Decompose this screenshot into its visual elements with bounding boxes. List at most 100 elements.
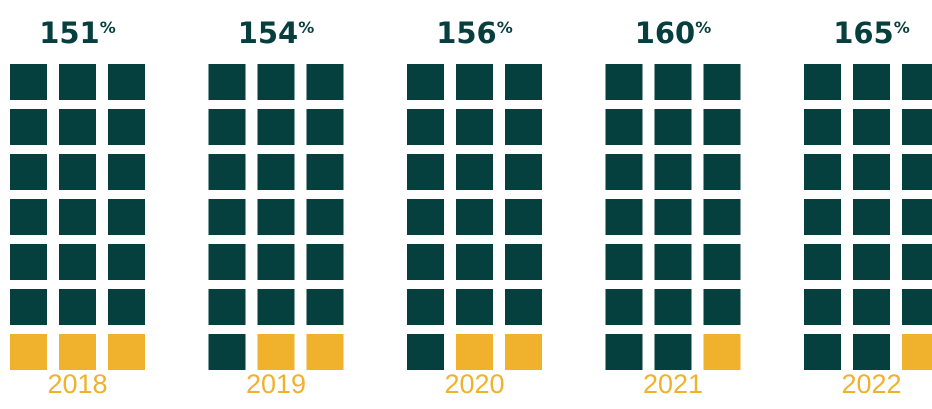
filled-square bbox=[456, 109, 493, 145]
filled-square bbox=[654, 109, 692, 145]
filled-square bbox=[505, 289, 542, 325]
empty-square bbox=[59, 334, 96, 370]
empty-square bbox=[902, 334, 932, 370]
filled-square bbox=[257, 154, 295, 190]
filled-square bbox=[407, 109, 444, 145]
filled-square bbox=[853, 334, 890, 370]
filled-square bbox=[59, 244, 96, 280]
filled-square bbox=[853, 109, 890, 145]
filled-square bbox=[703, 244, 741, 280]
filled-square bbox=[505, 199, 542, 235]
filled-square bbox=[853, 244, 890, 280]
filled-square bbox=[208, 289, 246, 325]
value-unit: % bbox=[894, 18, 910, 37]
year-label: 2021 bbox=[643, 369, 703, 399]
filled-square bbox=[605, 64, 643, 100]
filled-square bbox=[108, 199, 145, 235]
filled-square bbox=[605, 154, 643, 190]
year-label: 2018 bbox=[47, 369, 107, 399]
filled-square bbox=[257, 109, 295, 145]
filled-square bbox=[804, 244, 841, 280]
filled-square bbox=[208, 199, 246, 235]
filled-square bbox=[505, 64, 542, 100]
year-label: 2020 bbox=[444, 369, 504, 399]
filled-square bbox=[456, 199, 493, 235]
value-number: 160 bbox=[635, 16, 696, 50]
value-number: 165 bbox=[833, 16, 894, 50]
filled-square bbox=[902, 199, 932, 235]
filled-square bbox=[257, 289, 295, 325]
filled-square bbox=[407, 64, 444, 100]
filled-square bbox=[10, 64, 47, 100]
filled-square bbox=[59, 199, 96, 235]
filled-square bbox=[804, 334, 841, 370]
filled-square bbox=[407, 199, 444, 235]
filled-square bbox=[902, 109, 932, 145]
value-number: 151 bbox=[39, 16, 100, 50]
filled-square bbox=[505, 244, 542, 280]
year-label: 2019 bbox=[246, 369, 306, 399]
value-number: 156 bbox=[436, 16, 497, 50]
filled-square bbox=[605, 244, 643, 280]
filled-square bbox=[505, 154, 542, 190]
filled-square bbox=[456, 244, 493, 280]
filled-square bbox=[456, 154, 493, 190]
value-label: 160% bbox=[635, 16, 712, 50]
filled-square bbox=[257, 244, 295, 280]
filled-square bbox=[804, 154, 841, 190]
filled-square bbox=[853, 154, 890, 190]
filled-square bbox=[804, 64, 841, 100]
filled-square bbox=[306, 244, 344, 280]
filled-square bbox=[208, 334, 246, 370]
filled-square bbox=[654, 289, 692, 325]
filled-square bbox=[10, 289, 47, 325]
filled-square bbox=[108, 244, 145, 280]
filled-square bbox=[804, 199, 841, 235]
filled-square bbox=[407, 334, 444, 370]
filled-square bbox=[10, 199, 47, 235]
filled-square bbox=[208, 109, 246, 145]
filled-square bbox=[902, 289, 932, 325]
filled-square bbox=[505, 109, 542, 145]
filled-square bbox=[108, 64, 145, 100]
empty-square bbox=[456, 334, 493, 370]
filled-square bbox=[208, 154, 246, 190]
filled-square bbox=[703, 64, 741, 100]
filled-square bbox=[703, 289, 741, 325]
value-unit: % bbox=[695, 18, 711, 37]
filled-square bbox=[257, 199, 295, 235]
value-label: 156% bbox=[436, 16, 513, 50]
filled-square bbox=[605, 109, 643, 145]
filled-square bbox=[10, 244, 47, 280]
value-label: 151% bbox=[39, 16, 116, 50]
filled-square bbox=[407, 244, 444, 280]
filled-square bbox=[853, 64, 890, 100]
filled-square bbox=[59, 289, 96, 325]
value-unit: % bbox=[100, 18, 116, 37]
filled-square bbox=[306, 109, 344, 145]
filled-square bbox=[456, 289, 493, 325]
empty-square bbox=[505, 334, 542, 370]
filled-square bbox=[902, 64, 932, 100]
filled-square bbox=[853, 199, 890, 235]
filled-square bbox=[208, 244, 246, 280]
year-label: 2022 bbox=[841, 369, 901, 399]
filled-square bbox=[108, 109, 145, 145]
value-label: 165% bbox=[833, 16, 910, 50]
value-unit: % bbox=[497, 18, 513, 37]
filled-square bbox=[703, 199, 741, 235]
filled-square bbox=[654, 154, 692, 190]
filled-square bbox=[804, 109, 841, 145]
filled-square bbox=[108, 289, 145, 325]
filled-square bbox=[59, 154, 96, 190]
filled-square bbox=[407, 289, 444, 325]
filled-square bbox=[703, 154, 741, 190]
filled-square bbox=[407, 154, 444, 190]
filled-square bbox=[306, 154, 344, 190]
value-number: 154 bbox=[238, 16, 299, 50]
filled-square bbox=[654, 244, 692, 280]
filled-square bbox=[208, 64, 246, 100]
filled-square bbox=[605, 199, 643, 235]
filled-square bbox=[853, 289, 890, 325]
filled-square bbox=[605, 334, 643, 370]
